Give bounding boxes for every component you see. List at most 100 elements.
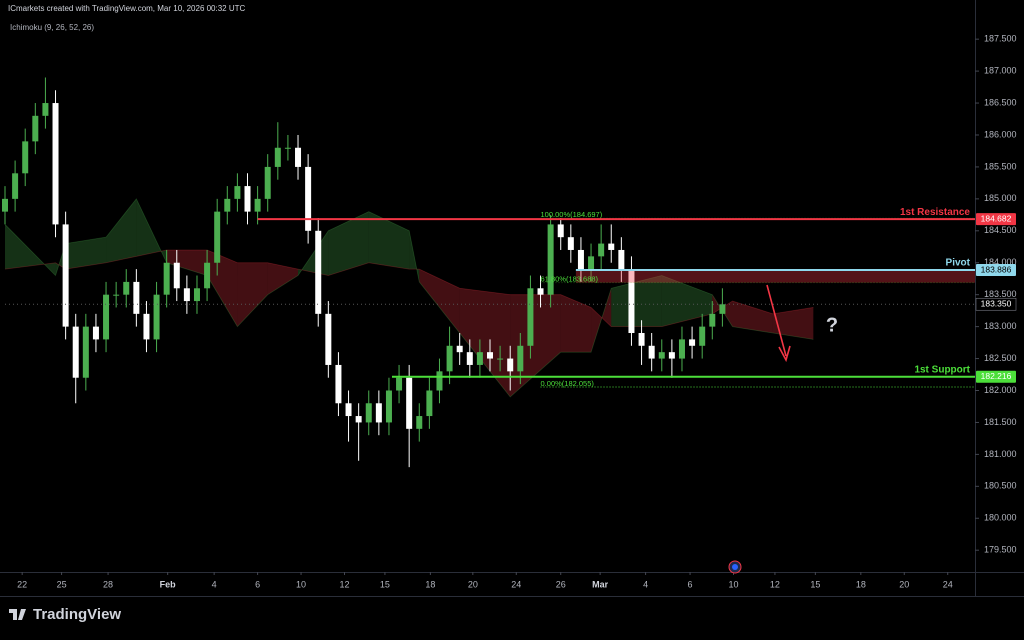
candle-body xyxy=(618,249,625,270)
y-tick-label: 181.500 xyxy=(984,417,1017,427)
cloud-segment xyxy=(237,262,268,327)
fib-label: 0.00%(182.055) xyxy=(541,379,595,388)
cloud-segment xyxy=(661,275,713,327)
candle-body xyxy=(62,224,69,327)
candle-body xyxy=(234,186,241,199)
candle-body xyxy=(416,416,423,429)
price-label-box xyxy=(976,213,1016,226)
candle-body xyxy=(42,103,49,116)
x-tick-label: 25 xyxy=(57,579,67,589)
cloud-segment xyxy=(419,269,460,334)
candle-body xyxy=(375,403,382,423)
candle-body xyxy=(456,345,463,353)
candle-body xyxy=(254,198,261,212)
candle-body xyxy=(638,333,645,346)
cloud-segment xyxy=(459,288,511,397)
x-tick-label: 4 xyxy=(212,579,217,589)
y-tick-label: 186.500 xyxy=(984,97,1017,107)
candle-body xyxy=(709,313,716,327)
candle-body xyxy=(214,211,221,263)
candle-body xyxy=(173,262,180,289)
y-tick-label: 182.500 xyxy=(984,353,1017,363)
x-tick-label: 20 xyxy=(899,579,909,589)
candle-body xyxy=(244,186,251,212)
candle-body xyxy=(527,288,534,346)
x-tick-label: 4 xyxy=(643,579,648,589)
candle-body xyxy=(507,358,514,372)
candle-body xyxy=(406,377,413,429)
cloud-segment xyxy=(5,224,56,276)
candle-body xyxy=(193,288,200,302)
logo: TradingView xyxy=(9,606,121,623)
x-tick-label: 6 xyxy=(688,579,693,589)
x-tick-label: 28 xyxy=(103,579,113,589)
candle-body xyxy=(476,352,483,365)
last-price-label: 183.350 xyxy=(981,299,1012,309)
candle-body xyxy=(608,243,615,250)
y-tick-label: 185.500 xyxy=(984,161,1017,171)
y-tick-label: 187.500 xyxy=(984,34,1017,44)
cloud-segment xyxy=(560,294,592,353)
event-icon-dot xyxy=(732,564,738,570)
y-tick-label: 181.000 xyxy=(984,449,1017,459)
cloud-segment xyxy=(328,211,369,276)
candle-body xyxy=(82,326,89,378)
cloud-segment xyxy=(368,211,410,270)
y-tick-label: 180.000 xyxy=(984,513,1017,523)
x-tick-label: 12 xyxy=(339,579,349,589)
candle-body xyxy=(52,103,59,225)
x-tick-label: 12 xyxy=(770,579,780,589)
level-name: 1st Support xyxy=(914,364,970,375)
y-tick-label: 183.000 xyxy=(984,321,1017,331)
x-tick-label: 15 xyxy=(380,579,390,589)
x-tick-label: 24 xyxy=(511,579,521,589)
candle-body xyxy=(183,288,190,302)
y-tick-label: 187.000 xyxy=(984,65,1017,75)
candle-body xyxy=(396,377,403,391)
cloud-segment xyxy=(732,301,773,334)
candle-body xyxy=(274,147,281,167)
price-label: 183.886 xyxy=(981,264,1012,274)
indicator-label: Ichimoku (9, 26, 52, 26) xyxy=(10,23,94,32)
cloud-segment xyxy=(65,237,107,270)
candle-body xyxy=(598,243,605,257)
candle-body xyxy=(163,262,170,295)
candle-body xyxy=(547,224,554,295)
price-label: 184.682 xyxy=(981,213,1012,223)
level-name: 1st Resistance xyxy=(900,207,970,218)
y-tick-label: 179.500 xyxy=(984,545,1017,555)
cloud-segment xyxy=(267,262,299,295)
fib-label: 100.00%(184.697) xyxy=(541,210,603,219)
x-tick-label: 18 xyxy=(856,579,866,589)
x-tick-label: 26 xyxy=(556,579,566,589)
candle-body xyxy=(264,166,271,199)
candle-body xyxy=(305,166,312,231)
pivot-zone xyxy=(575,270,975,283)
levels: 100.00%(184.697) 61.80%(183.688) 0.00%(182… xyxy=(5,207,1017,388)
cloud-segment xyxy=(55,243,66,276)
candle-body xyxy=(497,358,504,360)
level-name: Pivot xyxy=(946,258,971,269)
candle-body xyxy=(335,364,342,404)
candle-body xyxy=(22,141,29,174)
y-tick-label: 180.500 xyxy=(984,481,1017,491)
candle-body xyxy=(487,352,493,359)
candle-body xyxy=(466,352,473,365)
x-tick-label: 24 xyxy=(943,579,953,589)
candle-body xyxy=(103,294,110,340)
candle-body xyxy=(133,281,140,314)
y-tick-label: 186.000 xyxy=(984,129,1017,139)
y-tick-label: 185.000 xyxy=(984,193,1017,203)
candle-body xyxy=(577,249,584,270)
y-tick-label: 184.000 xyxy=(984,257,1017,267)
candle-body xyxy=(588,256,595,270)
candle-body xyxy=(224,198,231,212)
x-tick-label: 10 xyxy=(296,579,306,589)
candle-body xyxy=(668,352,675,359)
candle-body xyxy=(446,345,453,372)
header-title: ICmarkets created with TradingView.com, … xyxy=(8,4,246,13)
x-tick-label: 22 xyxy=(17,579,27,589)
fib-label: 61.80%(183.688) xyxy=(541,275,599,284)
